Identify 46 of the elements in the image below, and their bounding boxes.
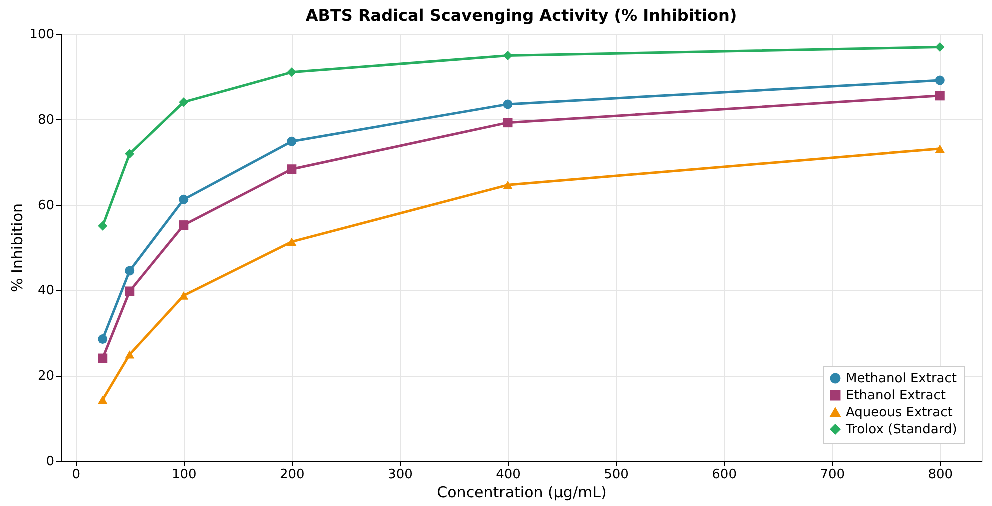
y-tick-label: 60 (38, 198, 54, 214)
point (179, 194, 189, 204)
point (503, 100, 513, 110)
point (503, 51, 513, 61)
x-tick-label: 400 (496, 468, 521, 482)
point (98, 334, 108, 344)
x-tick-label: 700 (820, 468, 846, 482)
y-axis-title: % Inhibition (8, 203, 27, 293)
legend-label: Trolox (Standard) (845, 422, 958, 438)
x-axis-title: Concentration (µg/mL) (437, 484, 607, 502)
point (179, 98, 189, 108)
point (125, 286, 135, 296)
y-tick-label: 100 (30, 28, 54, 42)
x-tick-label: 0 (72, 468, 80, 482)
legend-label: Ethanol Extract (846, 388, 946, 404)
point (125, 149, 135, 159)
point (179, 220, 189, 230)
x-tick-label: 100 (172, 468, 197, 482)
point (287, 136, 297, 146)
point (179, 292, 189, 300)
point (935, 76, 945, 86)
point (98, 221, 108, 231)
point (125, 266, 135, 276)
point (125, 350, 135, 359)
y-tick-label: 80 (38, 112, 54, 128)
point (287, 238, 297, 246)
point (287, 164, 297, 174)
point (935, 144, 945, 153)
y-tick-label: 0 (46, 454, 54, 470)
point (935, 91, 945, 101)
point (503, 181, 513, 190)
legend-label: Aqueous Extract (846, 406, 953, 420)
x-tick-label: 500 (604, 468, 629, 482)
y-tick-label: 20 (38, 369, 54, 384)
chart-title: ABTS Radical Scavenging Activity (% Inhibition) (306, 6, 738, 25)
point (287, 68, 297, 78)
point (98, 354, 108, 364)
x-tick-label: 300 (388, 468, 413, 482)
y-tick-label: 40 (38, 284, 54, 299)
x-tick-label: 800 (928, 468, 954, 482)
x-tick-label: 600 (712, 468, 737, 482)
x-tick-label: 200 (280, 468, 305, 482)
legend-label: Methanol Extract (846, 372, 958, 386)
point (935, 42, 945, 52)
point (98, 396, 108, 404)
point (503, 118, 513, 128)
